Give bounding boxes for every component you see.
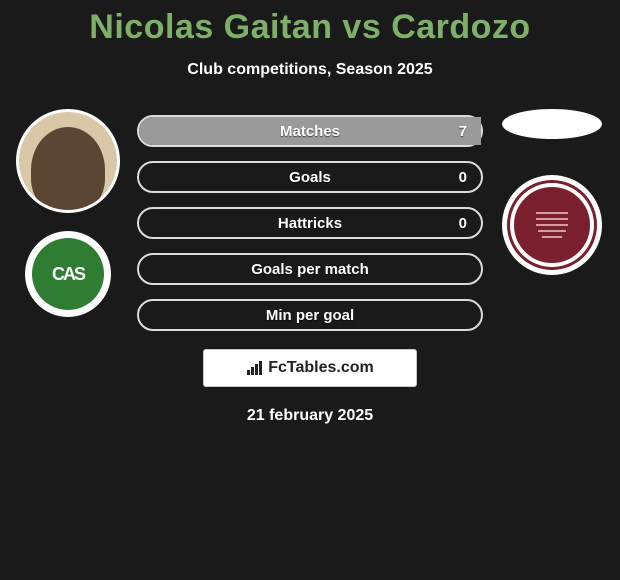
left-club-initials: CAS xyxy=(32,238,104,310)
left-club-badge: CAS xyxy=(25,231,111,317)
brand-text: FcTables.com xyxy=(268,359,374,377)
left-player-column: CAS xyxy=(8,109,128,317)
stats-list: Matches 7 Goals 0 Hattricks 0 Goals per … xyxy=(137,115,483,331)
stat-value: 0 xyxy=(459,215,467,232)
stat-label: Hattricks xyxy=(278,215,342,232)
right-club-inner xyxy=(510,183,594,267)
subtitle: Club competitions, Season 2025 xyxy=(0,61,620,79)
bar-chart-icon xyxy=(246,359,264,377)
footer-date: 21 february 2025 xyxy=(0,407,620,425)
brand-box[interactable]: FcTables.com xyxy=(203,349,417,387)
shield-lines-icon xyxy=(530,203,574,247)
stat-row-hattricks: Hattricks 0 xyxy=(137,207,483,239)
left-player-photo xyxy=(16,109,120,213)
stat-value: 7 xyxy=(459,123,467,140)
stat-label: Matches xyxy=(280,123,340,140)
stat-row-matches: Matches 7 xyxy=(137,115,483,147)
stat-value: 0 xyxy=(459,169,467,186)
stat-label: Goals per match xyxy=(251,261,369,278)
player-silhouette xyxy=(31,127,105,213)
content-area: CAS Matches 7 xyxy=(0,115,620,425)
stat-row-min-per-goal: Min per goal xyxy=(137,299,483,331)
right-player-column xyxy=(492,109,612,275)
page-title: Nicolas Gaitan vs Cardozo xyxy=(0,0,620,47)
right-club-badge xyxy=(502,175,602,275)
stat-label: Min per goal xyxy=(266,307,354,324)
stat-row-goals: Goals 0 xyxy=(137,161,483,193)
stat-row-goals-per-match: Goals per match xyxy=(137,253,483,285)
right-player-placeholder xyxy=(502,109,602,139)
stat-label: Goals xyxy=(289,169,331,186)
